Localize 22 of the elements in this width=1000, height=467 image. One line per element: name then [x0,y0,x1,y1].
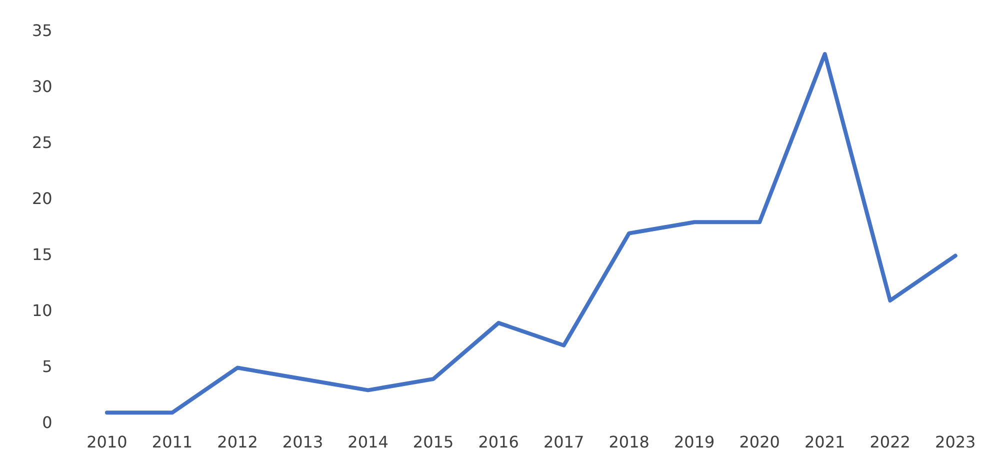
x-tick-label: 2022 [870,432,910,452]
x-tick-label: 2012 [217,432,258,452]
y-tick-label: 35 [32,20,52,40]
y-tick-label: 5 [42,356,52,376]
y-tick-label: 20 [32,188,52,208]
x-tick-label: 2011 [152,432,193,452]
y-tick-label: 25 [32,132,52,152]
x-tick-label: 2013 [282,432,324,452]
x-tick-label: 2014 [348,432,388,452]
x-tick-label: 2016 [478,432,519,452]
x-tick-label: 2010 [86,432,128,452]
x-tick-label: 2020 [739,432,780,452]
x-tick-label: 2023 [935,432,976,452]
y-tick-label: 0 [42,412,52,432]
x-tick-label: 2015 [412,432,454,452]
y-tick-label: 30 [32,76,52,96]
x-tick-label: 2018 [608,432,650,452]
y-tick-label: 15 [32,244,52,264]
y-tick-label: 10 [32,300,52,320]
x-tick-label: 2017 [543,432,584,452]
x-tick-label: 2021 [804,432,846,452]
x-tick-label: 2019 [674,432,715,452]
